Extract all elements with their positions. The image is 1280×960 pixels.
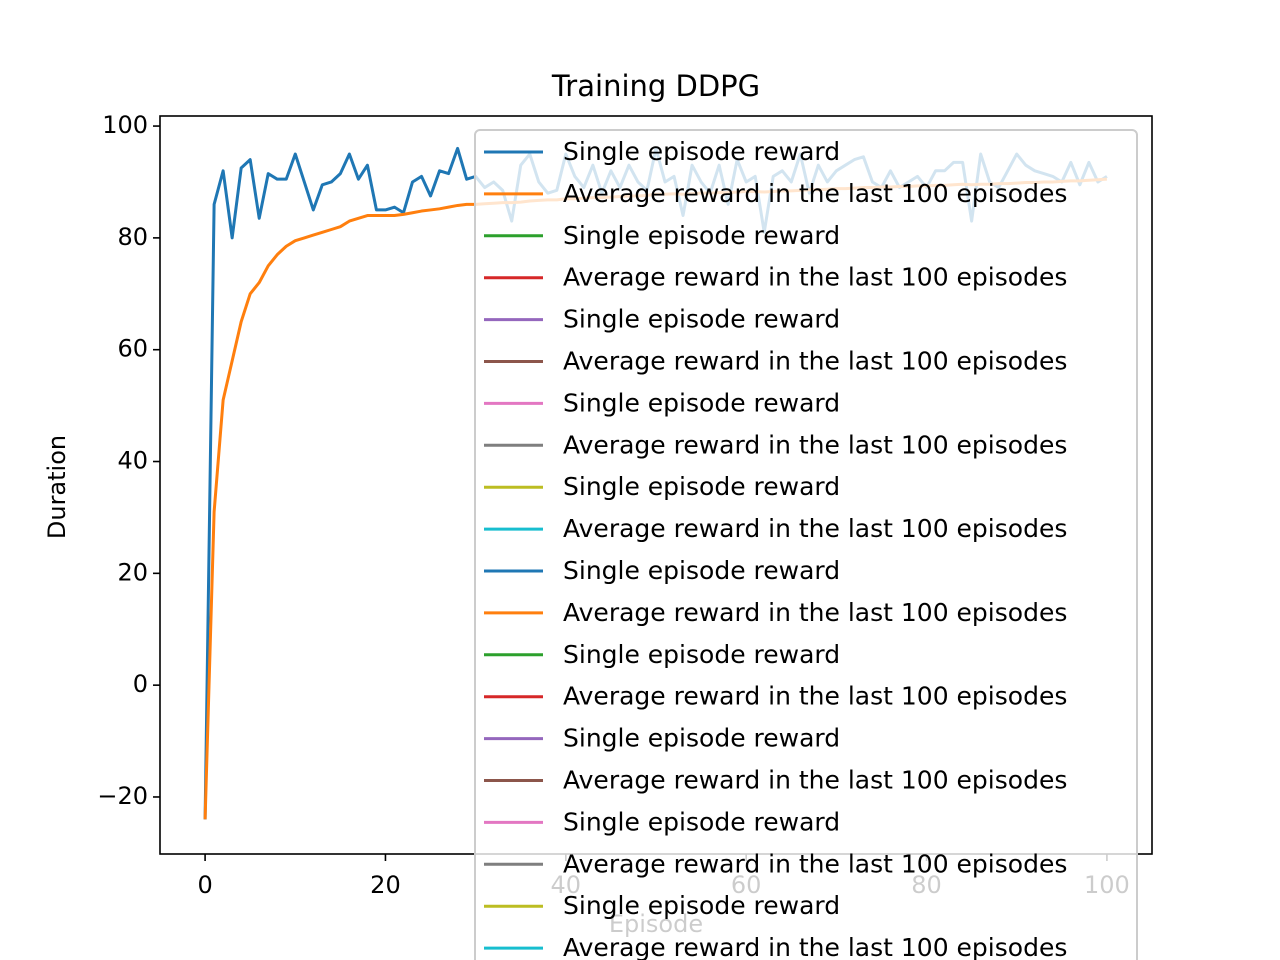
- legend-label: Average reward in the last 100 episodes: [563, 766, 1067, 795]
- legend-label: Average reward in the last 100 episodes: [563, 430, 1067, 459]
- legend-label: Single episode reward: [563, 556, 840, 585]
- legend-label: Average reward in the last 100 episodes: [563, 849, 1067, 878]
- legend-label: Average reward in the last 100 episodes: [563, 682, 1067, 711]
- y-tick-label: 20: [117, 558, 148, 586]
- legend-label: Average reward in the last 100 episodes: [563, 598, 1067, 627]
- legend-label: Single episode reward: [563, 640, 840, 669]
- y-tick-label: 100: [102, 111, 148, 139]
- legend-label: Single episode reward: [563, 891, 840, 920]
- legend-label: Average reward in the last 100 episodes: [563, 514, 1067, 543]
- chart-title: Training DDPG: [551, 69, 760, 103]
- legend-label: Single episode reward: [563, 305, 840, 334]
- legend-box: [474, 129, 1138, 960]
- y-tick-label: 40: [117, 447, 148, 475]
- legend-label: Average reward in the last 100 episodes: [563, 179, 1067, 208]
- x-tick-label: 0: [197, 871, 212, 899]
- legend-label: Single episode reward: [563, 221, 840, 250]
- y-tick-label: −20: [97, 782, 148, 810]
- x-tick-label: 20: [370, 871, 401, 899]
- y-tick-label: 80: [117, 223, 148, 251]
- legend-label: Average reward in the last 100 episodes: [563, 347, 1067, 376]
- legend-label: Average reward in the last 100 episodes: [563, 263, 1067, 292]
- legend-label: Single episode reward: [563, 807, 840, 836]
- legend-label: Single episode reward: [563, 472, 840, 501]
- legend-label: Single episode reward: [563, 388, 840, 417]
- legend-label: Single episode reward: [563, 137, 840, 166]
- y-tick-label: 0: [133, 670, 148, 698]
- y-axis-label: Duration: [43, 435, 71, 539]
- legend-label: Single episode reward: [563, 724, 840, 753]
- legend-label: Average reward in the last 100 episodes: [563, 933, 1067, 960]
- y-tick-label: 60: [117, 335, 148, 363]
